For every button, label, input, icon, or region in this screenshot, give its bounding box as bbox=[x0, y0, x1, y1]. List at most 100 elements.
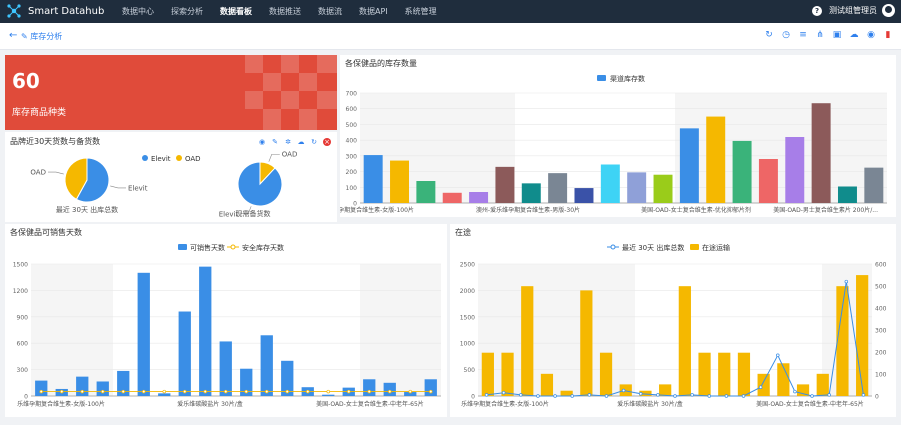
bar bbox=[96, 381, 109, 396]
chart-title: 各保健品可销售天数 bbox=[10, 227, 82, 237]
bar bbox=[383, 382, 396, 396]
legend-dot bbox=[142, 155, 148, 161]
bar bbox=[599, 352, 613, 396]
pie-slice-label: Elevit bbox=[219, 210, 239, 218]
delete-icon[interactable]: ▮ bbox=[885, 30, 891, 40]
bar bbox=[777, 363, 790, 396]
pie-leader-line bbox=[240, 206, 252, 215]
line-point bbox=[59, 389, 64, 394]
back-arrow-icon[interactable]: ← bbox=[9, 30, 18, 41]
pie-leader-line bbox=[48, 171, 64, 175]
view-icon[interactable]: ◉ bbox=[258, 138, 266, 146]
y-tick-label: 1500 bbox=[460, 314, 475, 321]
app-name: Smart Datahub bbox=[28, 5, 105, 17]
alarm-icon[interactable]: ◷ bbox=[782, 30, 790, 40]
bar bbox=[199, 266, 212, 396]
bar bbox=[864, 167, 884, 203]
line-point bbox=[861, 393, 866, 397]
bar bbox=[521, 286, 534, 396]
line-point bbox=[80, 389, 84, 394]
transit-panel: 在途 最近 30天 出库总数 在途运输 0 500 1000 1500 2000 2500 0 10… bbox=[450, 224, 896, 417]
nav-item[interactable]: 系统管理 bbox=[404, 7, 437, 16]
app-logo[interactable]: Smart Datahub bbox=[6, 3, 104, 19]
pie-caption: 最近 30天 出库总数 bbox=[56, 205, 118, 214]
legend-dot bbox=[176, 155, 182, 161]
bar bbox=[260, 335, 273, 396]
share-icon[interactable]: ⋔ bbox=[816, 30, 824, 40]
user-menu[interactable]: ? 测试组管理员 bbox=[812, 4, 895, 17]
bar bbox=[811, 103, 831, 203]
export-icon[interactable]: ▣ bbox=[832, 30, 842, 40]
bar bbox=[580, 290, 593, 396]
pie-leader-line bbox=[268, 153, 280, 162]
refresh-icon[interactable]: ↻ bbox=[311, 138, 317, 146]
legend-label: Elevit bbox=[151, 155, 171, 163]
help-icon[interactable]: ? bbox=[812, 5, 822, 16]
y-tick-label: 1000 bbox=[460, 341, 475, 348]
filter-icon[interactable]: ≡ bbox=[799, 30, 807, 40]
line-point bbox=[844, 279, 849, 284]
bar bbox=[469, 192, 489, 203]
bar bbox=[706, 116, 726, 203]
line-point bbox=[224, 389, 228, 394]
edit-icon[interactable]: ✎ bbox=[272, 138, 278, 146]
page-subheader: ← ✎ 库存分析 ↻ ◷ ≡ ⋔ ▣ ☁ ◉ ▮ bbox=[0, 23, 901, 50]
main-nav: 数据中心 探索分析 数据看板 数据推送 数据流 数据API 系统管理 bbox=[122, 0, 454, 23]
logo-icon bbox=[7, 4, 21, 18]
bar bbox=[785, 137, 805, 203]
line-point bbox=[656, 393, 660, 397]
line-point bbox=[570, 394, 574, 398]
bar bbox=[757, 373, 770, 396]
settings-icon[interactable]: ✲ bbox=[285, 138, 291, 146]
line-point bbox=[793, 389, 797, 394]
kpi-tile bbox=[245, 55, 263, 73]
y-right-tick-label: 600 bbox=[875, 262, 887, 269]
avatar[interactable] bbox=[882, 4, 895, 17]
pie-slice bbox=[64, 157, 88, 200]
board-icon: ✎ bbox=[21, 32, 28, 41]
pie-caption: 现需备货数 bbox=[236, 209, 271, 218]
bar bbox=[758, 159, 778, 203]
line-point bbox=[741, 394, 746, 398]
line-point bbox=[673, 394, 677, 398]
line-point bbox=[203, 389, 208, 394]
x-tick-label: 美国-OAD-男士复合维生素片 200片/... bbox=[773, 206, 878, 214]
legend-label: OAD bbox=[185, 155, 201, 163]
line-point bbox=[553, 394, 557, 398]
line-point bbox=[690, 393, 694, 397]
line-point bbox=[244, 389, 249, 394]
legend-label: 在途运输 bbox=[702, 243, 730, 252]
y-tick-label: 0 bbox=[24, 394, 28, 401]
line-point bbox=[724, 394, 729, 398]
y-tick-label: 300 bbox=[346, 153, 358, 160]
line-point bbox=[39, 389, 43, 394]
line-point bbox=[519, 393, 523, 397]
pie-slice-label: OAD bbox=[30, 169, 46, 177]
pie-slice-label: OAD bbox=[282, 151, 298, 159]
bar bbox=[659, 384, 672, 396]
theme-icon[interactable]: ◉ bbox=[867, 30, 875, 40]
line-point bbox=[776, 353, 780, 358]
nav-item[interactable]: 数据推送 bbox=[269, 7, 301, 16]
y-right-tick-label: 0 bbox=[875, 394, 879, 401]
x-tick-label: 美国-OAD-女士复合维生素-中老年-65片 bbox=[316, 400, 424, 408]
download-icon[interactable]: ☁ bbox=[297, 138, 305, 146]
download-icon[interactable]: ☁ bbox=[849, 30, 859, 40]
close-icon[interactable]: × bbox=[323, 138, 331, 146]
kpi-card: 60 库存商品种类 bbox=[5, 55, 337, 130]
refresh-icon[interactable]: ↻ bbox=[765, 30, 773, 40]
nav-item[interactable]: 数据中心 bbox=[122, 7, 154, 16]
axis-band bbox=[360, 264, 441, 396]
nav-item[interactable]: 数据API bbox=[359, 7, 388, 16]
y-tick-label: 500 bbox=[346, 122, 358, 129]
nav-item[interactable]: 数据看板 bbox=[220, 7, 252, 16]
nav-item[interactable]: 数据流 bbox=[318, 7, 342, 16]
y-right-tick-label: 300 bbox=[875, 328, 887, 335]
y-tick-label: 2500 bbox=[460, 262, 475, 269]
legend-swatch bbox=[690, 244, 699, 250]
line-point bbox=[408, 389, 413, 394]
nav-item[interactable]: 探索分析 bbox=[171, 7, 203, 16]
